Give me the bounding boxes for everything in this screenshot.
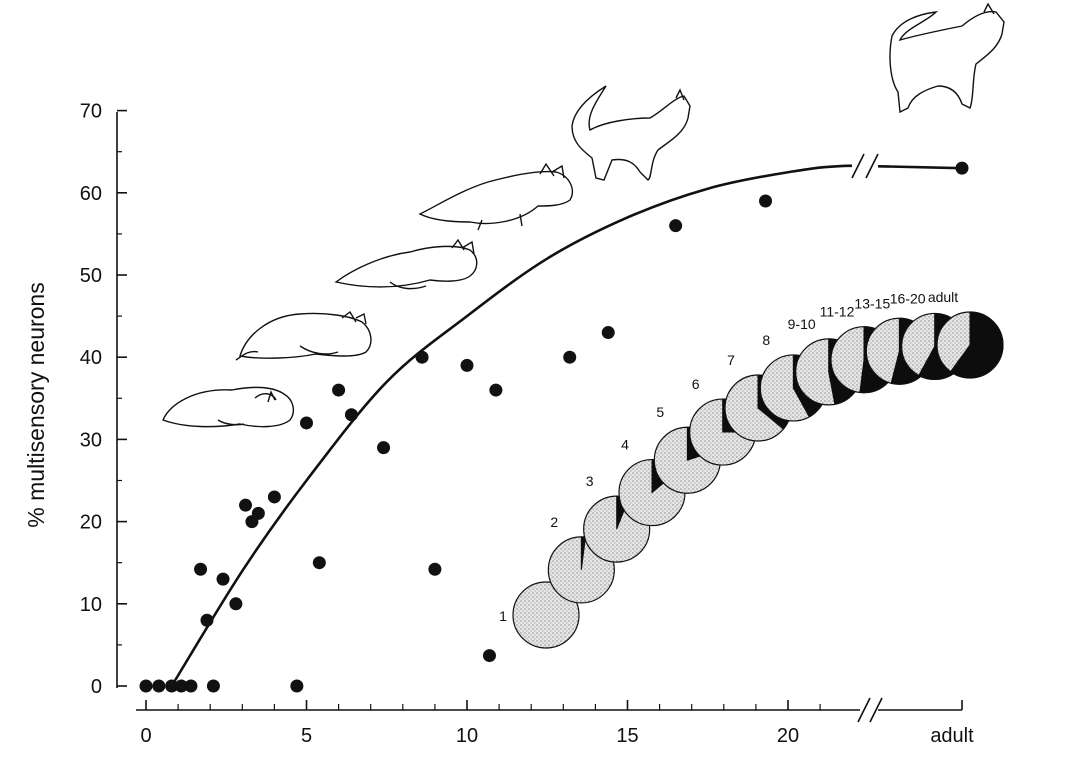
y-tick-label: 60 [80, 183, 102, 205]
pie-chart: adult [928, 289, 1004, 379]
cat-icon [889, 2, 1005, 114]
curve-break-mark [851, 153, 865, 179]
pie-base [512, 581, 580, 649]
x-tick-label: 20 [777, 725, 799, 747]
pie-label: 11-12 [820, 304, 855, 320]
pie-label: adult [928, 289, 958, 305]
pie-label: 9-10 [788, 316, 816, 332]
pie-label: 6 [692, 376, 700, 392]
data-point [267, 490, 281, 504]
data-point [344, 408, 358, 422]
data-point [174, 679, 188, 693]
axis-break-mark [857, 697, 871, 723]
illustrations [162, 2, 1005, 428]
kitten-icon [235, 310, 372, 361]
pie-label: 2 [550, 514, 558, 530]
x-tick-label: 15 [616, 725, 638, 747]
x-tick-label: adult [930, 725, 974, 747]
data-point [312, 556, 326, 570]
kitten-icon [418, 162, 574, 231]
data-point [601, 326, 615, 340]
axis-break-mark [869, 697, 883, 723]
data-point [139, 679, 153, 693]
data-point [377, 441, 391, 455]
pie-label: 1 [499, 608, 507, 624]
data-point [415, 350, 429, 364]
x-tick-label: 0 [140, 725, 151, 747]
data-point [200, 613, 214, 627]
y-tick-label: 20 [80, 512, 102, 534]
data-point [184, 679, 198, 693]
curve-break-mark [865, 153, 879, 179]
data-point [239, 498, 253, 512]
y-tick-label: 40 [80, 347, 102, 369]
kitten-icon [162, 386, 295, 428]
data-point [759, 194, 773, 208]
data-point [489, 383, 503, 397]
pie-label: 8 [762, 332, 770, 348]
fitted-curve [170, 150, 963, 687]
y-tick-label: 50 [80, 265, 102, 287]
x-tick-label: 10 [456, 725, 478, 747]
curve-break-gap [852, 150, 878, 180]
y-axis-label: % multisensory neurons [23, 282, 49, 527]
pie-label: 4 [621, 437, 629, 453]
data-point [482, 649, 496, 663]
x-axis-ticks: 0 5 10 15 20 adult [140, 700, 974, 747]
data-point [229, 597, 243, 611]
data-point [428, 562, 442, 576]
pie-label: 3 [586, 473, 594, 489]
data-point [290, 679, 304, 693]
data-point [206, 679, 220, 693]
data-point [332, 383, 346, 397]
pie-label: 5 [656, 404, 664, 420]
y-tick-label: 0 [91, 676, 102, 698]
fit-line [170, 164, 963, 687]
plot-axes [116, 112, 962, 723]
y-tick-label: 70 [80, 101, 102, 123]
y-axis-ticks: 0 10 20 30 40 50 60 70 [80, 101, 127, 698]
pie-chart: 1 [499, 581, 580, 649]
data-point [300, 416, 313, 430]
pie-label: 7 [727, 352, 735, 368]
pie-label: 16-20 [890, 290, 926, 306]
data-point [563, 350, 577, 364]
y-tick-label: 30 [80, 429, 102, 451]
y-tick-label: 10 [80, 594, 102, 616]
data-point [955, 161, 969, 175]
data-point [251, 506, 265, 520]
data-point [669, 219, 683, 233]
scatter-points [139, 161, 969, 693]
data-point [460, 358, 474, 372]
data-point [216, 572, 230, 586]
pie-slice-multisensory [949, 311, 1004, 379]
data-point [194, 562, 208, 576]
x-tick-label: 5 [301, 725, 312, 747]
kitten-icon [334, 238, 478, 290]
data-point [165, 679, 179, 693]
pie-label: 13-15 [854, 295, 890, 311]
data-point [152, 679, 166, 693]
cat-icon [571, 85, 691, 181]
